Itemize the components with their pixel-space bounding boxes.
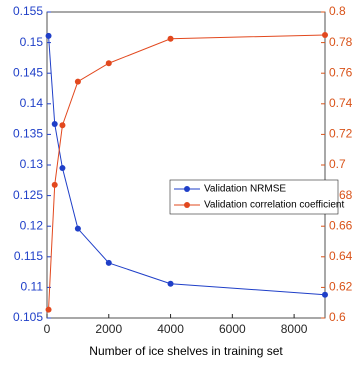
- x-tick-label: 4000: [157, 322, 184, 336]
- y-tick-label: 0.15: [20, 35, 44, 49]
- y-tick-label: 0.115: [14, 249, 43, 263]
- y2-tick-label: 0.62: [329, 280, 353, 294]
- point: [59, 122, 66, 129]
- point: [74, 225, 81, 232]
- point: [45, 306, 52, 313]
- y-tick-label: 0.135: [13, 127, 43, 141]
- y-tick-label: 0.12: [20, 218, 44, 232]
- x-tick-label: 8000: [281, 322, 308, 336]
- y2-tick-label: 0.74: [329, 96, 353, 110]
- y-tick-label: 0.125: [13, 188, 43, 202]
- y-tick-label: 0.105: [13, 310, 43, 324]
- point: [167, 35, 174, 42]
- y-tick-label: 0.145: [13, 65, 43, 79]
- y2-tick-label: 0.72: [329, 127, 353, 141]
- point: [322, 291, 328, 298]
- point: [322, 31, 328, 38]
- point: [105, 60, 112, 67]
- y2-tick-label: 0.8: [329, 4, 346, 18]
- point: [59, 165, 66, 172]
- point: [51, 120, 58, 127]
- point: [74, 78, 81, 85]
- legend-label: Validation correlation coefficient: [204, 200, 344, 211]
- series-line: [48, 34, 326, 310]
- y2-tick-label: 0.66: [329, 218, 353, 232]
- x-axis-label: Number of ice shelves in training set: [89, 344, 283, 358]
- y-tick-label: 0.11: [21, 280, 44, 294]
- point: [45, 32, 52, 39]
- legend-marker: [184, 186, 190, 192]
- point: [51, 181, 58, 188]
- legend-marker: [184, 202, 190, 208]
- y-tick-label: 0.13: [20, 157, 44, 171]
- y2-tick-label: 0.76: [329, 65, 353, 79]
- x-tick-label: 0: [44, 322, 51, 336]
- y-tick-label: 0.14: [20, 96, 44, 110]
- y-tick-label: 0.155: [13, 4, 43, 18]
- point: [167, 280, 174, 287]
- legend-box: [169, 179, 339, 215]
- y2-tick-label: 0.7: [329, 157, 346, 171]
- y2-tick-label: 0.6: [329, 310, 346, 324]
- y2-tick-label: 0.78: [329, 35, 353, 49]
- plot-frame: [46, 11, 326, 319]
- x-tick-label: 6000: [219, 322, 246, 336]
- y2-tick-label: 0.64: [329, 249, 353, 263]
- x-tick-label: 2000: [95, 322, 122, 336]
- legend-label: Validation NRMSE: [204, 184, 286, 195]
- point: [105, 259, 112, 266]
